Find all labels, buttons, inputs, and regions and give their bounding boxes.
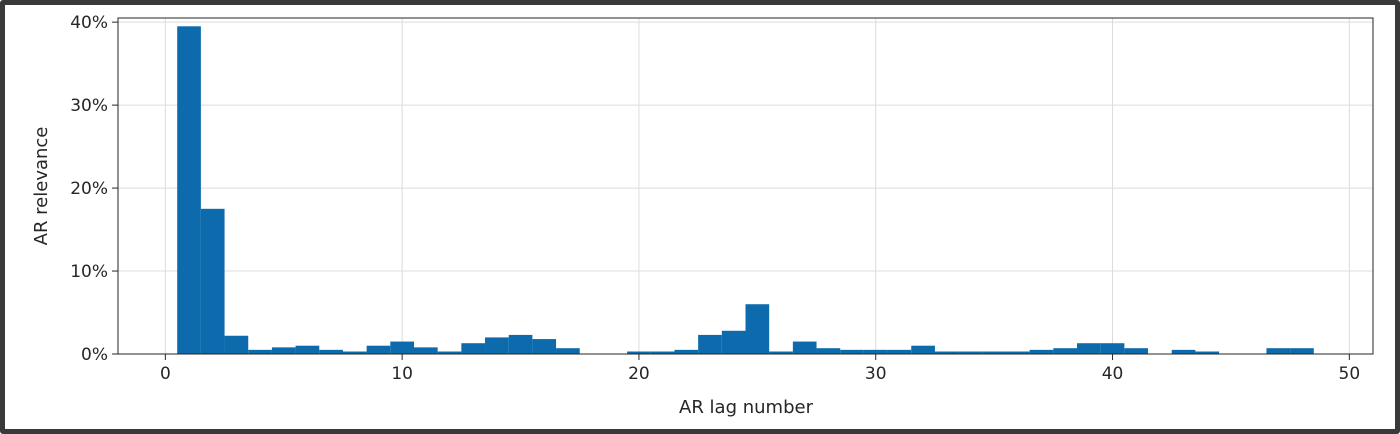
x-tick-label: 10 <box>391 364 413 384</box>
bar <box>1077 343 1101 354</box>
bar <box>769 351 793 354</box>
bar <box>437 351 462 354</box>
x-tick-label: 50 <box>1339 364 1361 384</box>
bar <box>982 351 1006 354</box>
bar <box>911 345 935 354</box>
bar <box>342 351 367 354</box>
y-tick-label: 10% <box>70 262 108 282</box>
bar <box>1266 348 1291 354</box>
y-axis-label: AR relevance <box>31 127 52 246</box>
bar <box>366 345 391 354</box>
bar <box>319 349 343 354</box>
bar <box>461 343 486 354</box>
bar <box>1100 343 1125 354</box>
bar <box>1195 351 1220 354</box>
y-tick-label: 40% <box>70 13 108 33</box>
bar <box>840 349 864 354</box>
bar <box>887 349 912 354</box>
bar <box>224 335 249 354</box>
bar <box>532 339 557 354</box>
bar <box>721 330 746 354</box>
bar <box>271 347 296 354</box>
bar <box>745 304 770 354</box>
bar <box>1124 348 1149 354</box>
bar <box>792 341 817 354</box>
x-tick-label: 40 <box>1102 364 1124 384</box>
grid <box>118 18 1373 355</box>
bar <box>177 26 201 355</box>
bar <box>248 349 272 354</box>
y-tick-label: 0% <box>81 345 108 365</box>
bar <box>674 349 699 354</box>
bar <box>816 348 841 354</box>
bar <box>1171 349 1196 354</box>
bar <box>627 351 651 354</box>
x-axis-ticks: 0 10 20 30 40 50 <box>160 354 1360 384</box>
x-tick-label: 20 <box>628 364 650 384</box>
x-axis-label: AR lag number <box>679 397 814 418</box>
y-tick-label: 20% <box>70 179 108 199</box>
bars <box>177 26 1314 355</box>
bar <box>390 341 414 354</box>
bar <box>508 334 533 354</box>
bar <box>1005 351 1030 354</box>
bar <box>1053 348 1078 354</box>
bar <box>650 351 675 354</box>
bar <box>200 208 225 354</box>
bar <box>485 337 509 354</box>
bar <box>1290 348 1314 354</box>
bar <box>958 351 983 354</box>
bar <box>295 345 320 354</box>
bar <box>863 349 888 354</box>
plot-area-border <box>117 17 1374 355</box>
y-axis-ticks: 0% 10% 20% 30% 40% <box>70 13 118 365</box>
x-tick-label: 30 <box>865 364 887 384</box>
bar <box>556 348 580 354</box>
bar <box>413 347 438 354</box>
x-tick-label: 0 <box>160 364 171 384</box>
bar <box>934 351 959 354</box>
y-tick-label: 30% <box>70 96 108 116</box>
bar <box>1029 349 1054 354</box>
bar <box>698 334 722 354</box>
